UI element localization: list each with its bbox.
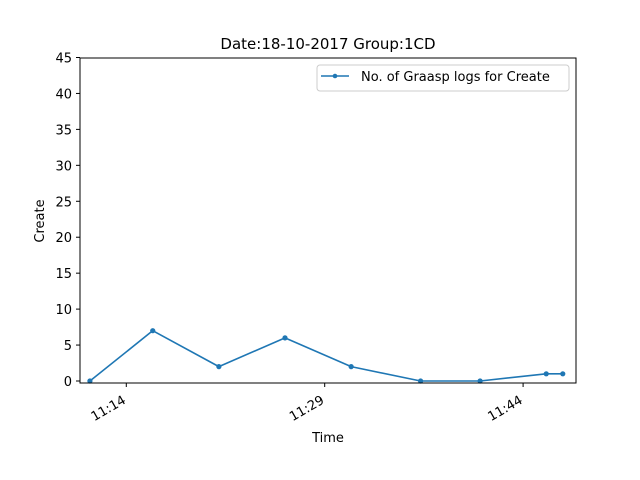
legend-point-marker bbox=[332, 73, 338, 79]
y-tick-label: 30 bbox=[55, 159, 72, 174]
y-axis-label: Create bbox=[33, 199, 48, 242]
plot-area-frame bbox=[79, 57, 577, 384]
data-point bbox=[216, 364, 222, 370]
y-tick-label: 35 bbox=[55, 123, 72, 138]
y-tick-label: 5 bbox=[64, 339, 72, 354]
data-point bbox=[282, 335, 288, 341]
data-point bbox=[348, 364, 354, 370]
y-tick-label: 15 bbox=[55, 267, 72, 282]
data-point bbox=[543, 371, 549, 377]
y-axis: 0 5 10 15 20 25 30 35 40 45 bbox=[55, 52, 80, 390]
data-point bbox=[417, 378, 424, 384]
chart-title: Date:18-10-2017 Group:1CD bbox=[220, 35, 435, 53]
legend-box bbox=[316, 64, 570, 92]
data-point bbox=[477, 378, 483, 384]
y-tick-label: 40 bbox=[55, 87, 72, 102]
y-tick-label: 0 bbox=[64, 375, 72, 390]
y-tick-label: 25 bbox=[55, 195, 72, 210]
data-point bbox=[87, 378, 93, 384]
x-axis-label: Time bbox=[311, 431, 344, 446]
y-tick-label: 10 bbox=[55, 303, 72, 318]
data-point bbox=[150, 328, 156, 334]
legend-entry-label: No. of Graasp logs for Create bbox=[361, 70, 550, 85]
series-layer bbox=[87, 328, 566, 384]
y-tick-label: 20 bbox=[55, 231, 72, 246]
y-tick-label: 45 bbox=[55, 52, 72, 67]
legend: No. of Graasp logs for Create bbox=[316, 64, 570, 92]
data-point bbox=[560, 371, 566, 377]
